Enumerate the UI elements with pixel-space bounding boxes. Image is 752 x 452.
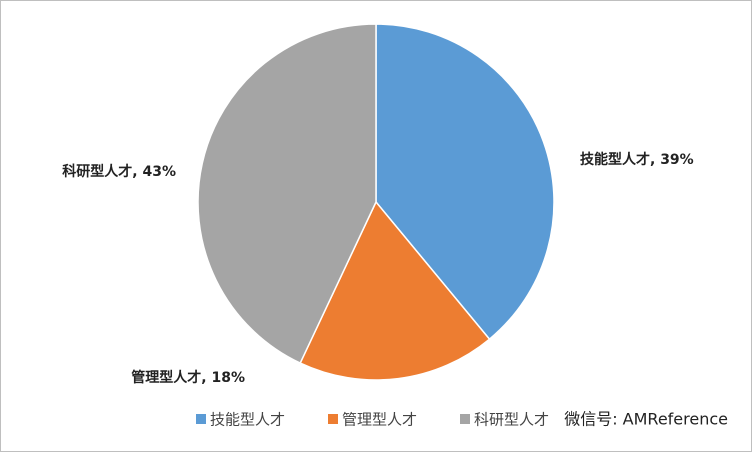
- legend-label: 科研型人才: [474, 411, 549, 429]
- data-label: 科研型人才, 43%: [62, 163, 176, 180]
- legend-swatch: [196, 414, 206, 424]
- data-label: 技能型人才, 39%: [580, 151, 694, 168]
- pie-slice: [299, 200, 491, 381]
- data-label: 管理型人才, 18%: [131, 369, 245, 386]
- pie-slice: [197, 23, 377, 365]
- pie-slice: [375, 23, 555, 341]
- legend-label: 技能型人才: [210, 411, 285, 429]
- legend-label: 管理型人才: [342, 411, 417, 429]
- legend-swatch: [328, 414, 338, 424]
- legend-swatch: [460, 414, 470, 424]
- watermark: 微信号: AMReference: [564, 410, 728, 429]
